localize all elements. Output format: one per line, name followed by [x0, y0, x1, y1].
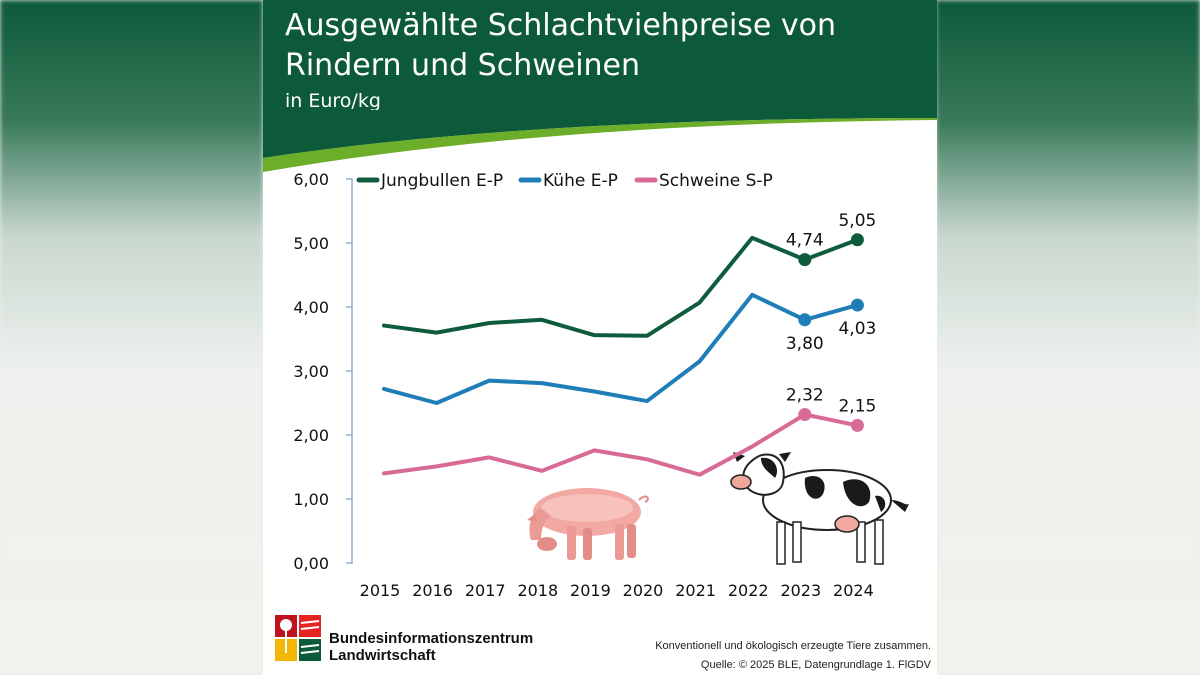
org-line-1: Bundesinformationszentrum — [329, 630, 534, 647]
data-point-marker — [850, 298, 864, 312]
legend-label: Schweine S-P — [659, 171, 773, 191]
data-point-marker — [850, 233, 864, 247]
footnote: Konventionell und ökologisch erzeugte Ti… — [655, 640, 931, 652]
x-tick-label: 2018 — [517, 581, 558, 600]
series-line — [382, 235, 860, 338]
series-markers — [798, 233, 864, 432]
y-tick-label: 0,00 — [293, 554, 329, 573]
x-tick-label: 2016 — [412, 581, 453, 600]
data-label: 3,80 — [786, 334, 824, 354]
data-label: 5,05 — [838, 211, 876, 231]
header-swoosh — [263, 110, 937, 172]
data-point-marker — [798, 313, 812, 327]
x-tick-label: 2022 — [728, 581, 769, 600]
chart-subtitle: in Euro/kg — [285, 90, 381, 112]
background-right — [936, 0, 1200, 675]
y-tick-label: 5,00 — [293, 234, 329, 253]
legend-label: Kühe E-P — [543, 171, 618, 191]
line-chart: 0,001,002,003,004,005,006,00 2015 2016 201… — [293, 170, 909, 600]
x-tick-label: 2024 — [833, 581, 874, 600]
series-line — [382, 292, 860, 405]
y-tick-label: 6,00 — [293, 170, 329, 189]
x-tick-label: 2020 — [623, 581, 664, 600]
y-tick-label: 3,00 — [293, 362, 329, 381]
ble-logo-icon — [275, 615, 321, 661]
pig-icon — [527, 488, 649, 560]
y-tick-label: 1,00 — [293, 490, 329, 509]
x-tick-label: 2015 — [360, 581, 401, 600]
header: Ausgewählte Schlachtviehpreise von Rinde… — [263, 0, 937, 118]
x-tick-label: 2023 — [780, 581, 821, 600]
x-tick-label: 2019 — [570, 581, 611, 600]
data-label: 4,03 — [838, 319, 876, 339]
data-point-marker — [850, 418, 864, 432]
x-tick-label: 2021 — [675, 581, 716, 600]
infographic-card: Ausgewählte Schlachtviehpreise von Rinde… — [263, 0, 937, 675]
org-line-2: Landwirtschaft — [329, 647, 436, 664]
data-point-marker — [798, 408, 812, 422]
source-note: Quelle: © 2025 BLE, Datengrundlage 1. Fl… — [700, 659, 931, 671]
x-tick-label: 2017 — [465, 581, 506, 600]
y-tick-label: 2,00 — [293, 426, 329, 445]
x-axis-ticks: 2015 2016 2017 2018 2019 2020 2021 2022 2023 2024 — [360, 581, 874, 600]
background-left — [0, 0, 263, 675]
y-axis-ticks: 0,00 1,00 2,00 3,00 4,00 5,00 6,00 — [293, 170, 352, 573]
y-tick-label: 4,00 — [293, 298, 329, 317]
legend: Jungbullen E-P Kühe E-P Schweine S-P — [356, 171, 773, 191]
data-label: 2,15 — [838, 396, 876, 416]
organization-name: Bundesinformationszentrum Landwirtschaft — [329, 630, 533, 664]
chart-title: Ausgewählte Schlachtviehpreise von Rinde… — [285, 8, 837, 83]
data-label: 4,74 — [786, 231, 824, 251]
data-label: 2,32 — [786, 386, 824, 406]
data-labels: 4,74 5,05 3,80 4,03 2,32 2,15 — [786, 211, 876, 417]
series-line — [382, 412, 860, 477]
series-lines — [382, 235, 860, 477]
legend-label: Jungbullen E-P — [380, 171, 503, 191]
cow-icon — [730, 452, 909, 565]
data-point-marker — [798, 253, 812, 267]
